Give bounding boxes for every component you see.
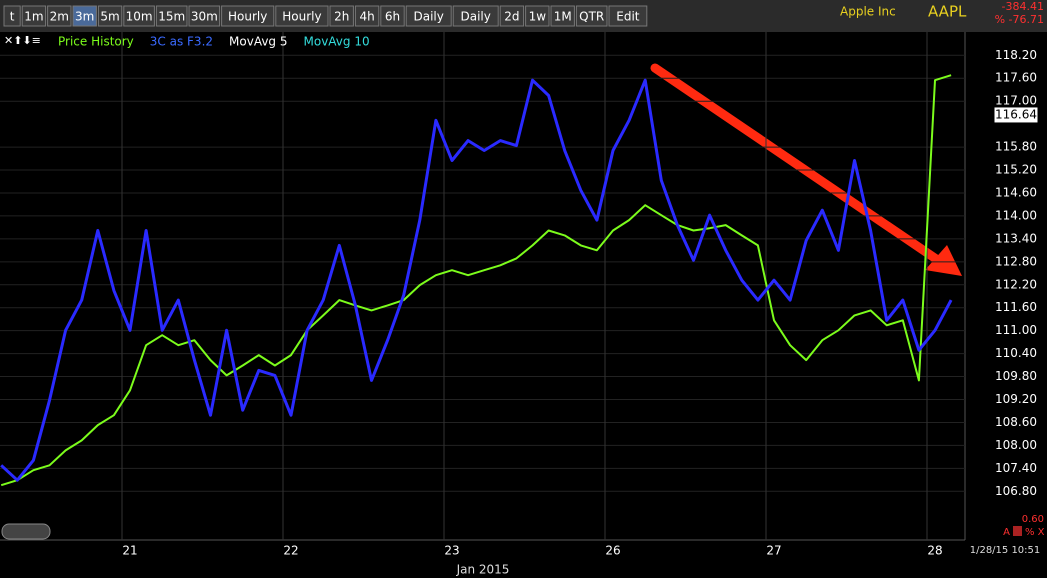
- y-tick-label: 111.00: [995, 323, 1037, 337]
- toolbar-button[interactable]: [575, 5, 608, 27]
- timestamp: 1/28/15 10:51: [970, 545, 1041, 556]
- toolbar-button-label[interactable]: Hourly: [228, 10, 267, 24]
- toolbar-button-label[interactable]: 1M: [554, 10, 572, 24]
- last-price-box: [993, 106, 1039, 124]
- series-line: [0, 78, 953, 482]
- y-tick-label: 106.80: [995, 484, 1037, 498]
- toolbar-button[interactable]: [21, 5, 47, 27]
- series-line: [0, 74, 952, 487]
- x-tick-label: 26: [605, 544, 620, 558]
- toolbar-button-label[interactable]: QTR: [579, 10, 604, 24]
- y-tick-label: 109.80: [995, 369, 1037, 383]
- y-tick-label: 114.00: [995, 208, 1037, 222]
- toolbar-button[interactable]: [123, 5, 155, 27]
- footer-box[interactable]: [1013, 526, 1022, 536]
- y-tick-label: 111.60: [995, 300, 1037, 314]
- x-tick-label: 23: [444, 544, 459, 558]
- footer-pct[interactable]: % X: [1025, 527, 1045, 538]
- toolbar-button[interactable]: [405, 5, 452, 27]
- toolbar-button[interactable]: [188, 5, 221, 27]
- legend-entry[interactable]: 3C as F3.2: [150, 35, 213, 49]
- last-price-label: 116.64: [995, 107, 1037, 121]
- toolbar-button[interactable]: [221, 5, 275, 27]
- toolbar-button-label[interactable]: 2m: [50, 10, 69, 24]
- change: -384.41: [1002, 0, 1044, 13]
- x-tick-label: 28: [927, 544, 942, 558]
- y-tick-label: 109.20: [995, 392, 1037, 406]
- scroll-thumb[interactable]: [1, 523, 51, 540]
- toolbar-button-label[interactable]: 1m: [24, 10, 43, 24]
- plot-area: [0, 32, 965, 540]
- y-tick-label: 117.60: [995, 71, 1037, 85]
- toolbar-button-label[interactable]: Hourly: [282, 10, 321, 24]
- toolbar-button-label[interactable]: 5m: [100, 10, 119, 24]
- legend-entry[interactable]: MovAvg 10: [304, 35, 370, 49]
- toolbar-button-label[interactable]: Daily: [414, 10, 444, 24]
- toolbar-button[interactable]: [550, 5, 575, 27]
- toolbar-button-label[interactable]: 15m: [158, 10, 185, 24]
- legend-entry[interactable]: MovAvg 5: [229, 35, 287, 49]
- y-tick-label: 114.60: [995, 185, 1037, 199]
- x-tick-label: 21: [122, 544, 137, 558]
- footer-value: 0.60: [1022, 514, 1044, 525]
- toolbar-button[interactable]: [275, 5, 329, 27]
- toolbar-button-label[interactable]: t: [10, 10, 15, 24]
- toolbar-button-label[interactable]: 4h: [359, 10, 374, 24]
- toolbar-button[interactable]: [155, 5, 188, 27]
- x-tick-label: 27: [766, 544, 781, 558]
- toolbar-button[interactable]: [97, 5, 123, 27]
- x-tick-label: 22: [283, 544, 298, 558]
- legend-icons[interactable]: ✕⬆⬇≡: [4, 34, 41, 47]
- toolbar-button-label[interactable]: Daily: [461, 10, 491, 24]
- toolbar-button[interactable]: [72, 5, 97, 27]
- toolbar-button-label[interactable]: Edit: [616, 10, 640, 24]
- x-axis-label: Jan 2015: [456, 563, 510, 577]
- y-tick-label: 112.80: [995, 254, 1037, 268]
- toolbar-button-label[interactable]: 3m: [75, 10, 94, 24]
- toolbar-button[interactable]: [47, 5, 72, 27]
- company: Apple Inc: [840, 5, 896, 19]
- toolbar-button[interactable]: [499, 5, 525, 27]
- y-tick-label: 110.40: [995, 346, 1037, 360]
- toolbar-button[interactable]: [3, 5, 21, 27]
- toolbar-button[interactable]: [525, 5, 550, 27]
- toolbar-button-label[interactable]: 30m: [191, 10, 218, 24]
- change-pct: % -76.71: [995, 13, 1044, 26]
- toolbar-button-label[interactable]: 2d: [504, 10, 519, 24]
- y-tick-label: 107.40: [995, 461, 1037, 475]
- y-tick-label: 108.00: [995, 438, 1037, 452]
- y-tick-label: 113.40: [995, 231, 1037, 245]
- toolbar-button-label[interactable]: 1w: [529, 10, 547, 24]
- legend-entry[interactable]: Price History: [58, 35, 134, 49]
- toolbar-button-label[interactable]: 10m: [126, 10, 153, 24]
- toolbar-button[interactable]: [354, 5, 380, 27]
- y-tick-label: 117.00: [995, 94, 1037, 108]
- toolbar-button[interactable]: [452, 5, 499, 27]
- y-tick-label: 118.20: [995, 48, 1037, 62]
- toolbar-button-label[interactable]: 2h: [334, 10, 349, 24]
- footer-a[interactable]: A: [1003, 527, 1010, 538]
- toolbar-button[interactable]: [329, 5, 354, 27]
- toolbar-button[interactable]: [380, 5, 405, 27]
- toolbar-button-label[interactable]: 6h: [385, 10, 400, 24]
- y-tick-label: 115.80: [995, 140, 1037, 154]
- symbol: AAPL: [928, 3, 967, 21]
- toolbar-button[interactable]: [608, 5, 648, 27]
- y-tick-label: 115.20: [995, 163, 1037, 177]
- y-tick-label: 108.60: [995, 415, 1037, 429]
- annotation-arrowhead: [925, 245, 962, 276]
- y-tick-label: 112.20: [995, 277, 1037, 291]
